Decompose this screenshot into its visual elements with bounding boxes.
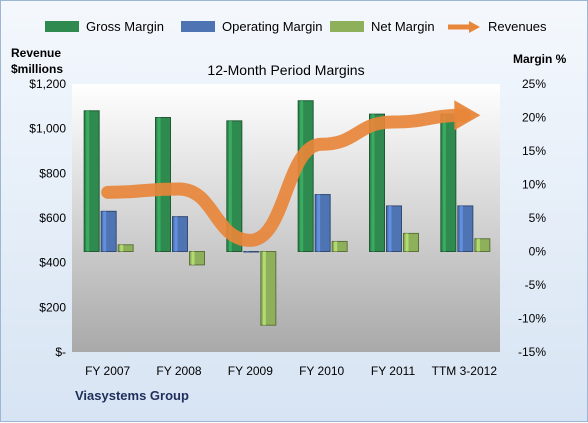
left-axis-tick-label: $1,200 [29,77,66,91]
bar-highlight [371,114,375,252]
revenues-line [101,108,471,247]
legend-label: Gross Margin [86,19,165,34]
right-axis-tick-label: 25% [522,77,546,91]
left-axis-title-line1: Revenue [11,46,62,60]
right-axis-tick-label: 0% [529,245,547,259]
bar-highlight [388,205,392,252]
bar-highlight [300,100,304,252]
x-axis-tick-label: FY 2010 [299,364,344,378]
gross-margin-swatch [45,21,79,32]
left-axis-title-line2: $millions [11,62,64,76]
bar-highlight [245,251,249,252]
right-axis-tick-label: 20% [522,111,546,125]
legend-item-operating-margin: Operating Margin [181,19,322,34]
legend: Gross Margin Operating Margin Net Margin… [1,1,588,51]
bar-highlight [120,244,124,252]
net-margin-bar [117,244,134,253]
right-axis-ticks: -15% -10% -5% 0% 5% 10% 15% 20% 25% [518,77,546,359]
bar-highlight [86,110,90,252]
bar-highlight [262,251,266,326]
operating-margin-bar [243,251,260,253]
legend-item-gross-margin: Gross Margin [45,19,164,34]
right-axis-tick-label: -5% [525,278,547,292]
legend-item-revenues: Revenues [447,19,547,34]
company-name: Viasystems Group [75,388,189,403]
left-axis-tick-label: $600 [39,211,66,225]
x-axis-tick-label: FY 2007 [85,364,130,378]
bar-highlight [174,216,178,252]
bar-highlight [476,238,480,252]
left-axis-tick-label: $1,000 [29,122,66,136]
revenues-arrow-icon [448,20,480,33]
revenues-arrowhead [454,100,481,131]
net-margin-bar [331,240,348,252]
bar-highlight [405,233,409,252]
right-axis-tick-label: 15% [522,144,546,158]
legend-label: Net Margin [371,19,435,34]
left-axis-tick-label: $800 [39,166,66,180]
net-margin-swatch [330,21,364,32]
x-axis-tick-label: FY 2011 [371,364,416,378]
legend-label: Operating Margin [222,19,323,34]
plot-area [72,84,500,352]
right-axis-title: Margin % [513,52,567,66]
left-axis-title: Revenue $millions [11,45,63,77]
bar-highlight [228,120,232,252]
chart-title: 12-Month Period Margins [207,62,364,78]
bar-highlight [317,194,321,252]
left-axis-tick-label: $400 [39,256,66,270]
right-axis-tick-label: 5% [529,211,547,225]
left-axis-tick-label: $200 [39,300,66,314]
operating-margin-swatch [181,21,215,32]
x-axis-tick-label: TTM 3-2012 [432,364,498,378]
left-axis-ticks: $- $200 $400 $600 $800 $1,000 $1,200 [29,77,66,359]
x-axis-tick-label: FY 2008 [156,364,201,378]
legend-label: Revenues [488,19,547,34]
bar-highlight [103,211,107,252]
x-axis-ticks: FY 2007 FY 2008 FY 2009 FY 2010 FY 2011 TTM 3… [85,364,497,378]
bar-highlight [442,114,446,252]
right-axis-tick-label: -15% [518,345,546,359]
right-axis-tick-label: -10% [518,312,546,326]
bars-layer [83,100,491,326]
bar-highlight [334,241,338,252]
right-axis-tick-label: 10% [522,178,546,192]
legend-item-net-margin: Net Margin [330,19,435,34]
bar-highlight [459,205,463,252]
left-axis-tick-label: $- [55,345,66,359]
x-axis-tick-label: FY 2009 [228,364,273,378]
revenue-line-layer [101,100,481,247]
bar-highlight [191,251,195,265]
